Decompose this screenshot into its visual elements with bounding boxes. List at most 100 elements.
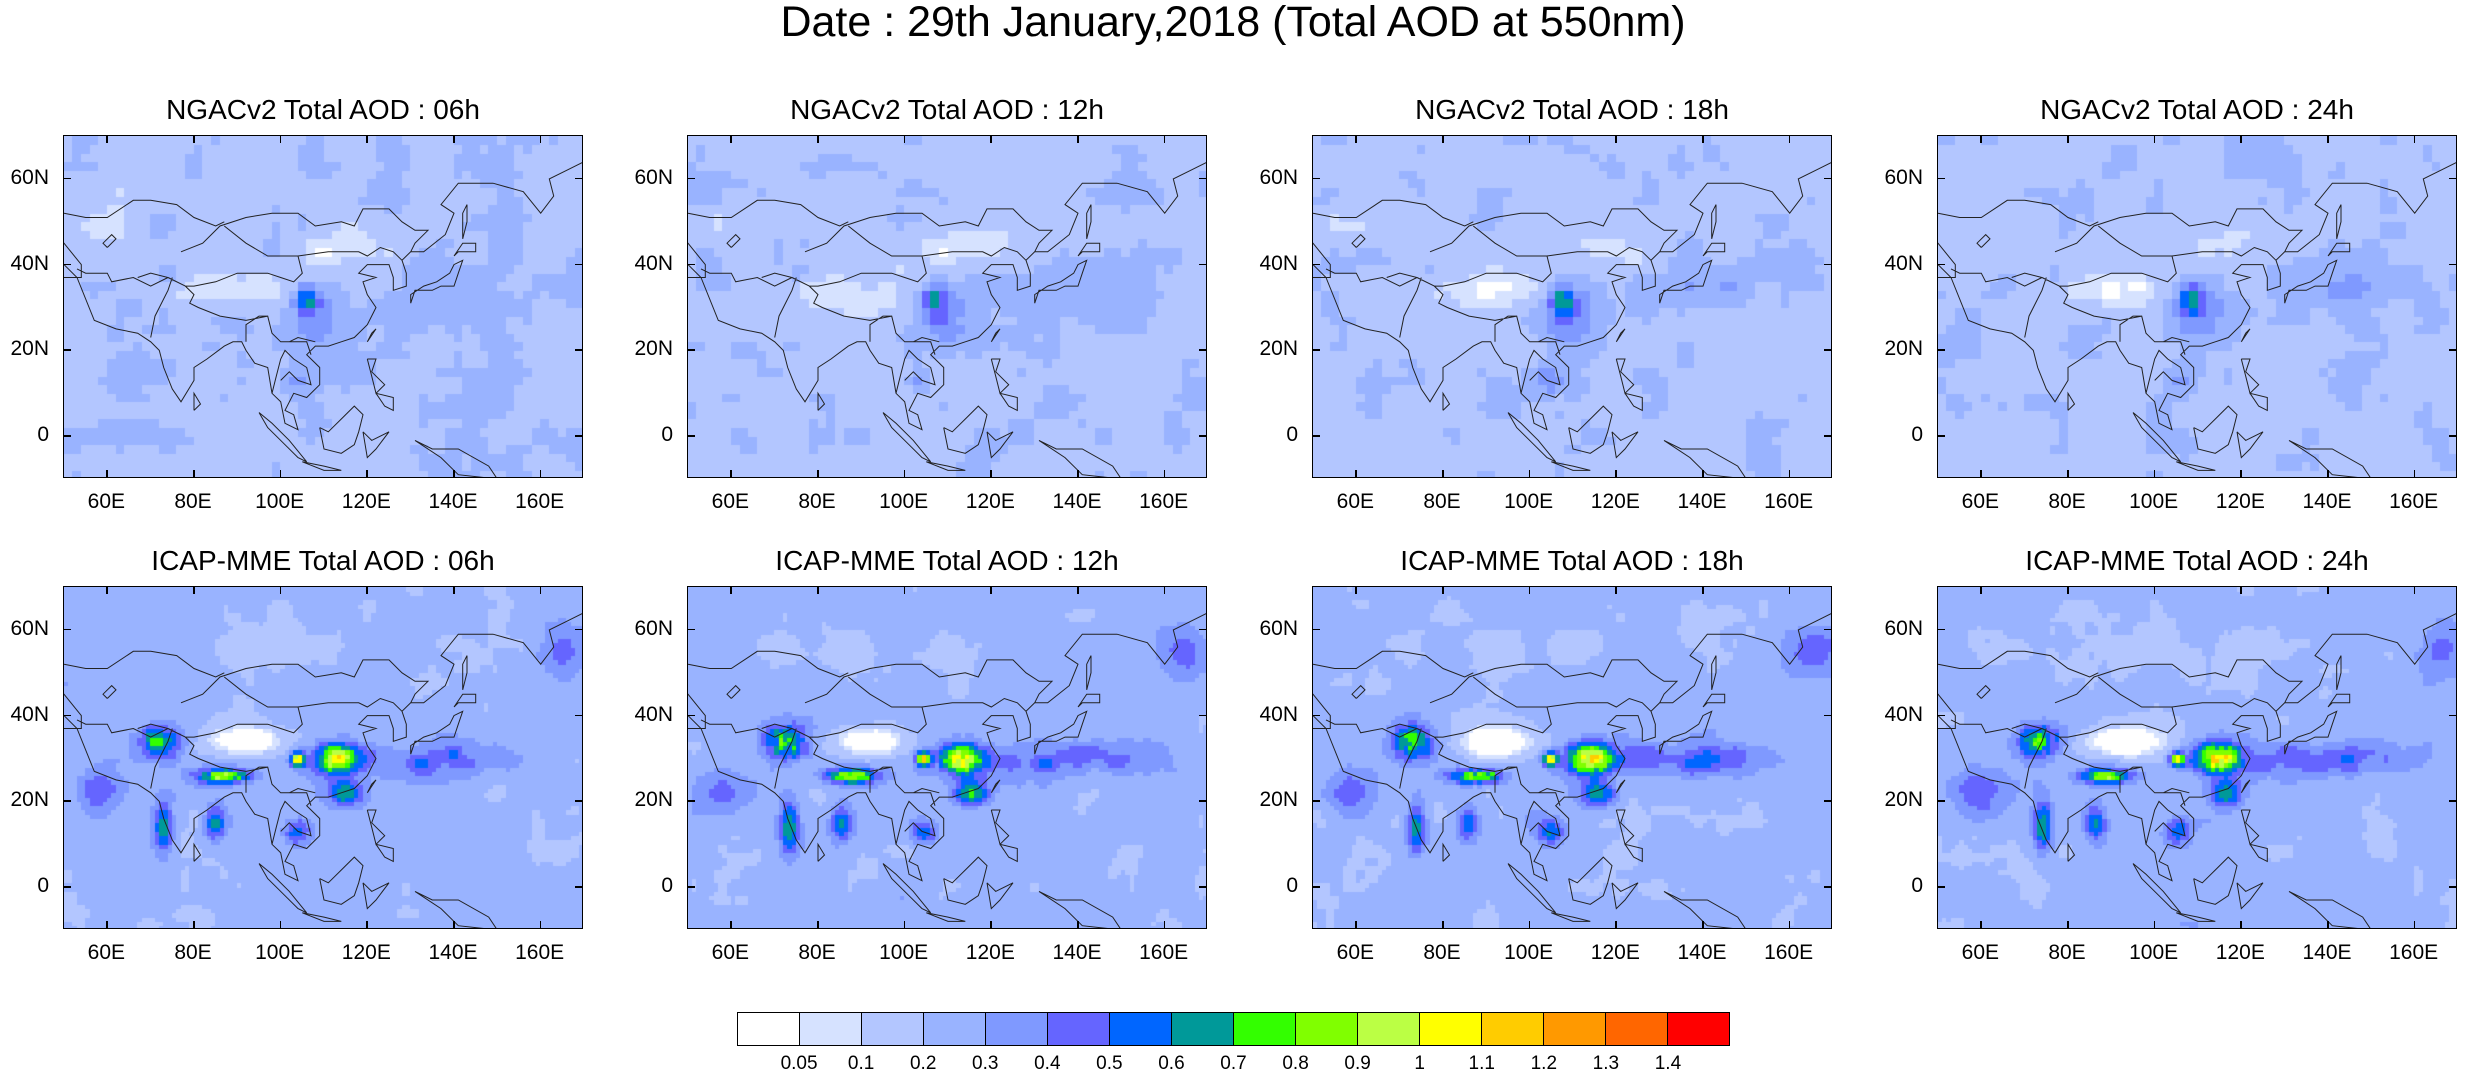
lon-tick-label: 160E <box>2389 490 2439 513</box>
aod-field <box>1938 136 2456 477</box>
lon-tick <box>1355 586 1357 594</box>
lat-tick <box>1199 435 1207 437</box>
lon-tick-label: 120E <box>965 941 1015 964</box>
lon-tick-label: 160E <box>515 941 565 964</box>
lon-tick <box>106 586 108 594</box>
lon-tick-label: 100E <box>255 490 305 513</box>
colorbar <box>737 1012 1730 1046</box>
aod-field <box>688 136 1206 477</box>
lon-tick <box>193 921 195 929</box>
lon-tick-label: 160E <box>1764 941 1814 964</box>
colorbar-swatch <box>738 1013 800 1045</box>
lat-tick <box>63 435 71 437</box>
lon-tick-label: 160E <box>1139 941 1189 964</box>
lat-tick <box>2449 628 2457 631</box>
lon-tick <box>2240 135 2242 143</box>
lon-tick <box>279 921 282 929</box>
colorbar-label: 0.2 <box>909 1053 937 1074</box>
lon-tick <box>539 921 542 929</box>
lon-tick <box>2067 470 2069 478</box>
lat-tick <box>63 628 71 631</box>
lon-tick <box>1077 470 1079 478</box>
lat-tick-label: 20N <box>634 337 673 361</box>
lon-tick <box>539 586 542 594</box>
lat-tick <box>1312 435 1320 437</box>
coastline-overlay <box>688 613 1206 928</box>
lat-tick-label: 40N <box>10 702 49 726</box>
lat-tick <box>1199 177 1207 180</box>
aod-map <box>63 586 583 929</box>
lon-tick-label: 60E <box>1961 941 2000 964</box>
lat-tick <box>1312 800 1320 802</box>
map-panel: ICAP-MME Total AOD : 18h 60N 40N 20N 0 60E 80E… <box>1259 546 1832 966</box>
lon-tick-label: 80E <box>2048 941 2086 964</box>
panel-title: ICAP-MME Total AOD : 24h <box>2025 545 2369 576</box>
colorbar-swatch <box>1420 1013 1482 1045</box>
lat-tick <box>1824 435 1832 437</box>
lon-tick-label: 100E <box>255 941 305 964</box>
panel-title: NGACv2 Total AOD : 18h <box>1415 94 1729 125</box>
colorbar-swatch <box>1606 1013 1668 1045</box>
lon-tick-label: 100E <box>2129 941 2179 964</box>
lon-tick <box>2067 135 2069 143</box>
lat-tick-label: 0 <box>1286 874 1298 898</box>
lon-tick <box>1355 921 1357 929</box>
lat-tick <box>63 800 71 802</box>
lat-tick <box>687 800 695 802</box>
coastline-overlay <box>64 613 582 928</box>
lat-tick <box>2449 349 2457 351</box>
lon-tick <box>1528 135 1531 143</box>
lon-tick-label: 60E <box>87 941 126 964</box>
lat-tick <box>63 886 71 888</box>
lat-tick-label: 0 <box>661 423 673 447</box>
lon-tick <box>366 586 368 594</box>
lat-tick-label: 60N <box>1259 616 1298 640</box>
panel-title: ICAP-MME Total AOD : 06h <box>151 545 495 576</box>
lon-tick <box>193 586 195 594</box>
colorbar-swatch <box>1048 1013 1110 1045</box>
lat-tick-label: 60N <box>1884 616 1923 640</box>
lat-tick <box>575 628 583 631</box>
colorbar-label: 0.6 <box>1158 1053 1185 1074</box>
lat-tick <box>1824 800 1832 802</box>
lon-tick-label: 100E <box>879 941 929 964</box>
lon-tick <box>1702 470 1704 478</box>
lon-tick <box>2327 470 2329 478</box>
lon-tick <box>1163 135 1166 143</box>
colorbar-label: 0.05 <box>780 1053 818 1074</box>
lon-tick <box>1980 921 1982 929</box>
lon-tick <box>990 921 992 929</box>
lat-tick <box>63 714 71 717</box>
lat-tick <box>63 349 71 351</box>
lat-tick <box>687 177 695 180</box>
lat-tick-label: 20N <box>10 788 49 812</box>
lon-tick <box>1788 921 1791 929</box>
main-title: Date : 29th January,2018 (Total AOD at 5… <box>780 0 1686 46</box>
lon-tick-label: 140E <box>2302 490 2352 513</box>
lat-tick-label: 60N <box>10 165 49 189</box>
lat-tick <box>1937 628 1945 631</box>
aod-map <box>1937 135 2457 478</box>
lat-tick <box>2449 435 2457 437</box>
colorbar-swatch <box>1668 1013 1729 1045</box>
lon-tick-label: 60E <box>711 490 750 513</box>
lat-tick-label: 40N <box>1884 702 1923 726</box>
colorbar-swatch <box>1172 1013 1234 1045</box>
lat-tick <box>687 628 695 631</box>
colorbar-label: 0.7 <box>1220 1053 1247 1074</box>
lat-tick-label: 20N <box>634 788 673 812</box>
lat-tick <box>1199 800 1207 802</box>
map-panel: NGACv2 Total AOD : 18h 60N 40N 20N 0 60E 80E 10… <box>1259 94 1832 515</box>
lon-tick <box>1980 470 1982 478</box>
lat-tick-label: 0 <box>1911 874 1923 898</box>
lat-tick-label: 0 <box>37 874 49 898</box>
lat-tick <box>1824 177 1832 180</box>
coastline <box>1938 613 2456 928</box>
coastline <box>688 613 1206 928</box>
lon-tick-label: 80E <box>798 941 836 964</box>
lat-tick <box>1937 886 1945 888</box>
lon-tick <box>903 921 906 929</box>
lon-tick <box>1077 135 1079 143</box>
lon-tick-label: 80E <box>1423 490 1461 513</box>
lon-tick <box>2067 586 2069 594</box>
